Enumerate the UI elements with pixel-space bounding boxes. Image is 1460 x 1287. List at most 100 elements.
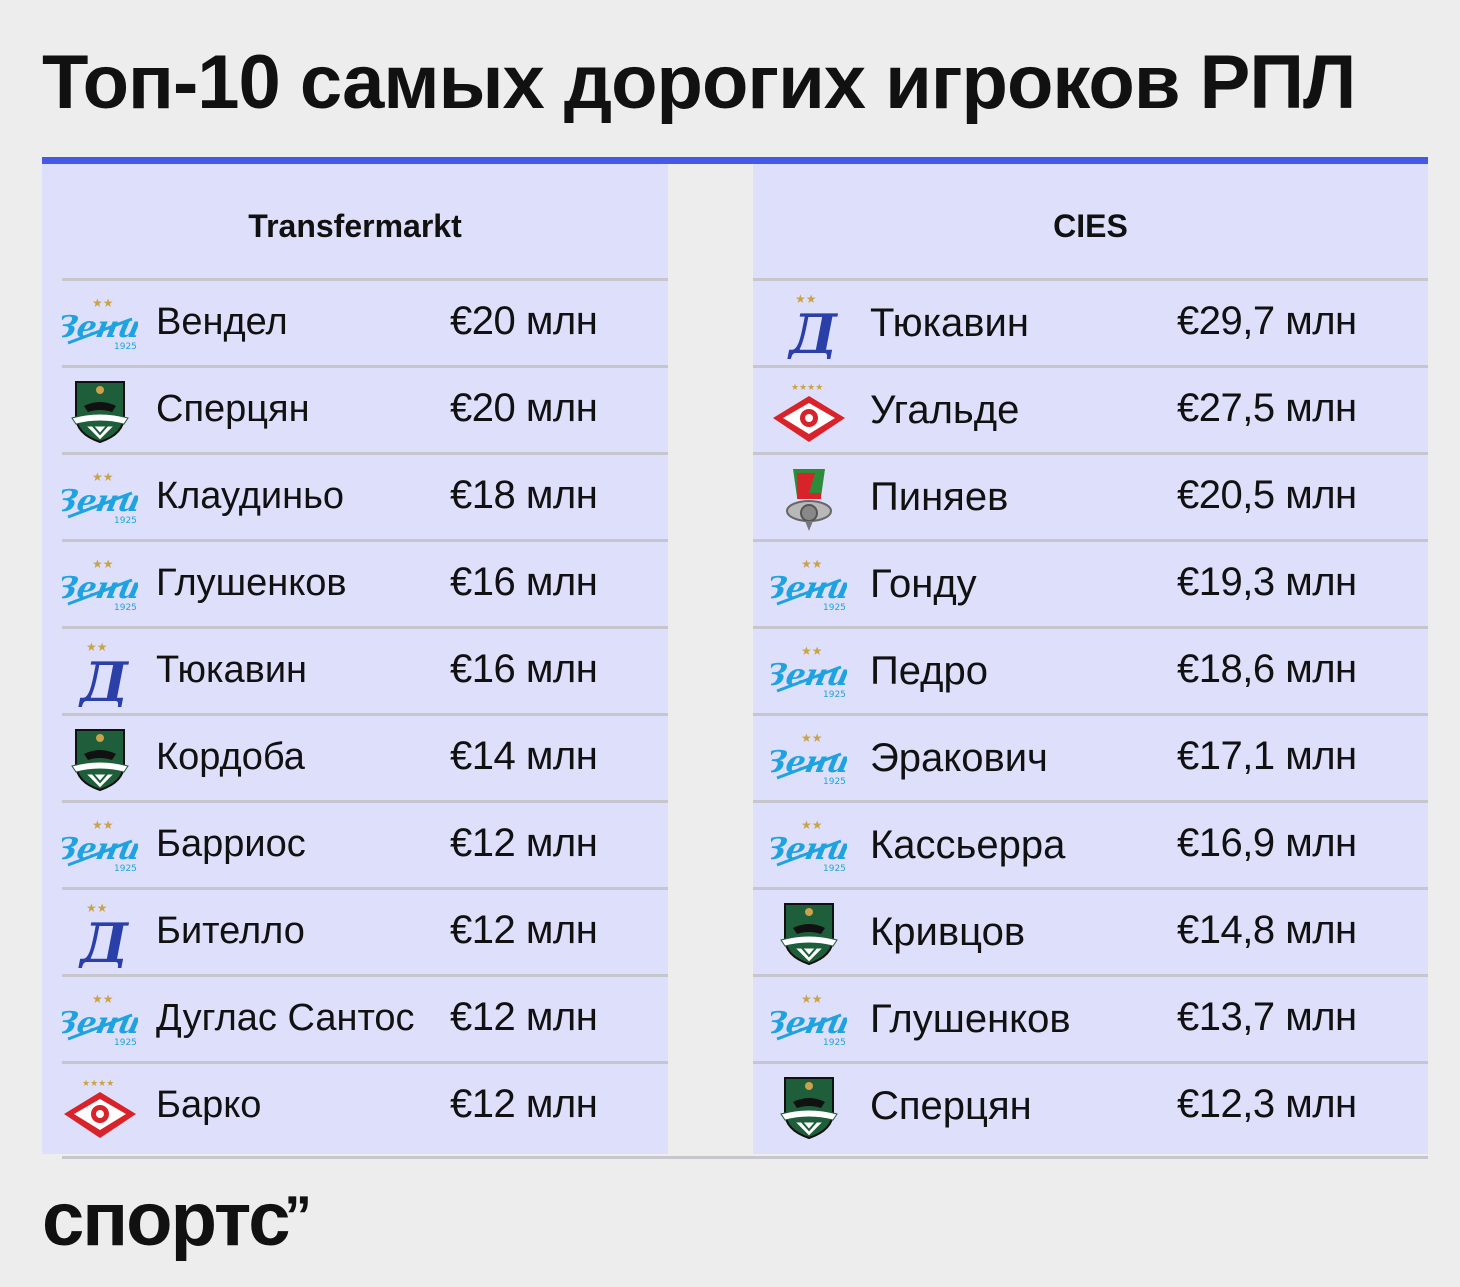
svg-text:★★: ★★	[92, 557, 114, 571]
spartak-logo-icon: ★★★★	[62, 1072, 138, 1142]
market-value: €20 млн	[450, 299, 598, 343]
player-name: Угальде	[870, 388, 1020, 432]
player-name: Бителло	[156, 910, 305, 952]
market-value: €12,3 млн	[1177, 1082, 1357, 1126]
cies-header: CIES	[1053, 208, 1128, 244]
transfermarkt-row: Кордоба €14 млн	[62, 713, 668, 800]
zenit-logo-icon: ★★ Зенит 1925	[62, 985, 138, 1055]
market-value: €27,5 млн	[1177, 386, 1357, 430]
svg-text:★★: ★★	[92, 992, 114, 1006]
bottom-divider	[62, 1156, 1428, 1159]
cies-row: ★★ Зенит 1925 Эракович €17,1 млн	[753, 713, 1428, 800]
transfermarkt-row: ★★ Д Тюкавин €16 млн	[62, 626, 668, 713]
zenit-logo-icon: ★★ Зенит 1925	[771, 724, 847, 794]
cies-row: ★★ Зенит 1925 Глушенков €13,7 млн	[753, 974, 1428, 1061]
market-value: €17,1 млн	[1177, 734, 1357, 778]
player-name: Сперцян	[156, 388, 310, 430]
svg-text:★★: ★★	[801, 644, 823, 658]
svg-text:★★: ★★	[801, 731, 823, 745]
svg-text:1925: 1925	[114, 516, 137, 526]
cies-row: Пиняев €20,5 млн	[753, 452, 1428, 539]
cies-list: ★★ Д Тюкавин €29,7 млн ★★★★ Угальде €27,5 …	[753, 278, 1428, 1148]
market-value: €12 млн	[450, 908, 598, 952]
market-value: €20 млн	[450, 386, 598, 430]
svg-text:★★: ★★	[801, 557, 823, 571]
player-name: Эракович	[870, 736, 1048, 780]
svg-text:★★: ★★	[86, 640, 108, 654]
svg-text:★★: ★★	[801, 818, 823, 832]
krasnodar-logo-icon	[62, 724, 138, 794]
transfermarkt-row: ★★ Зенит 1925 Клаудиньо €18 млн	[62, 452, 668, 539]
cies-row: ★★★★ Угальде €27,5 млн	[753, 365, 1428, 452]
svg-text:Д: Д	[77, 650, 130, 707]
player-name: Сперцян	[870, 1084, 1032, 1128]
transfermarkt-row: Сперцян €20 млн	[62, 365, 668, 452]
market-value: €13,7 млн	[1177, 995, 1357, 1039]
svg-text:★★★★: ★★★★	[82, 1079, 114, 1089]
transfermarkt-row: ★★ Д Бителло €12 млн	[62, 887, 668, 974]
zenit-logo-icon: ★★ Зенит 1925	[771, 550, 847, 620]
svg-text:1925: 1925	[114, 342, 137, 352]
svg-text:1925: 1925	[823, 603, 846, 613]
zenit-logo-icon: ★★ Зенит 1925	[62, 463, 138, 533]
market-value: €16 млн	[450, 560, 598, 604]
lokomotiv-logo-icon	[771, 463, 847, 533]
player-name: Гонду	[870, 562, 977, 606]
cies-row: Кривцов €14,8 млн	[753, 887, 1428, 974]
svg-text:1925: 1925	[823, 777, 846, 787]
cies-row: ★★ Д Тюкавин €29,7 млн	[753, 278, 1428, 365]
dynamo-logo-icon: ★★ Д	[62, 898, 138, 968]
player-name: Вендел	[156, 301, 288, 343]
player-name: Барриос	[156, 823, 306, 865]
page-title: Топ-10 самых дорогих игроков РПЛ	[42, 40, 1356, 125]
zenit-logo-icon: ★★ Зенит 1925	[62, 811, 138, 881]
krasnodar-logo-icon	[771, 1072, 847, 1142]
transfermarkt-header: Transfermarkt	[248, 208, 462, 244]
zenit-logo-icon: ★★ Зенит 1925	[62, 289, 138, 359]
market-value: €18 млн	[450, 473, 598, 517]
player-name: Тюкавин	[870, 301, 1029, 345]
zenit-logo-icon: ★★ Зенит 1925	[771, 637, 847, 707]
accent-divider	[42, 157, 1428, 164]
player-name: Клаудиньо	[156, 475, 345, 517]
svg-text:★★★★: ★★★★	[791, 383, 823, 393]
svg-text:1925: 1925	[823, 864, 846, 874]
player-name: Кассьерра	[870, 823, 1066, 867]
market-value: €20,5 млн	[1177, 473, 1357, 517]
svg-text:1925: 1925	[114, 603, 137, 613]
transfermarkt-panel: Transfermarkt ★★ Зенит 1925 Вендел €20 мл…	[42, 164, 668, 1154]
svg-text:1925: 1925	[823, 690, 846, 700]
player-name: Пиняев	[870, 475, 1009, 519]
market-value: €16 млн	[450, 647, 598, 691]
player-name: Тюкавин	[156, 649, 308, 691]
svg-text:1925: 1925	[114, 864, 137, 874]
transfermarkt-row: ★★★★ Барко €12 млн	[62, 1061, 668, 1148]
cies-panel: CIES ★★ Д Тюкавин €29,7 млн ★★★★ Угальде €…	[753, 164, 1428, 1154]
player-name: Кордоба	[156, 736, 305, 778]
brand-name: спортс	[42, 1177, 291, 1262]
zenit-logo-icon: ★★ Зенит 1925	[771, 985, 847, 1055]
market-value: €12 млн	[450, 1082, 598, 1126]
transfermarkt-row: ★★ Зенит 1925 Вендел €20 млн	[62, 278, 668, 365]
zenit-logo-icon: ★★ Зенит 1925	[771, 811, 847, 881]
svg-text:Д: Д	[786, 302, 839, 359]
svg-text:★★: ★★	[92, 296, 114, 310]
zenit-logo-icon: ★★ Зенит 1925	[62, 550, 138, 620]
transfermarkt-row: ★★ Зенит 1925 Дуглас Сантос €12 млн	[62, 974, 668, 1061]
svg-text:★★: ★★	[92, 818, 114, 832]
player-name: Глушенков	[870, 997, 1071, 1041]
brand-logo: спортс’’	[42, 1177, 312, 1262]
player-name: Глушенков	[156, 562, 347, 604]
svg-text:★★: ★★	[92, 470, 114, 484]
svg-text:★★: ★★	[795, 292, 817, 306]
svg-text:Д: Д	[77, 911, 130, 968]
market-value: €12 млн	[450, 995, 598, 1039]
market-value: €14,8 млн	[1177, 908, 1357, 952]
svg-text:★★: ★★	[801, 992, 823, 1006]
cies-row: Сперцян €12,3 млн	[753, 1061, 1428, 1148]
dynamo-logo-icon: ★★ Д	[771, 289, 847, 359]
krasnodar-logo-icon	[62, 376, 138, 446]
transfermarkt-row: ★★ Зенит 1925 Глушенков €16 млн	[62, 539, 668, 626]
cies-row: ★★ Зенит 1925 Кассьерра €16,9 млн	[753, 800, 1428, 887]
market-value: €14 млн	[450, 734, 598, 778]
